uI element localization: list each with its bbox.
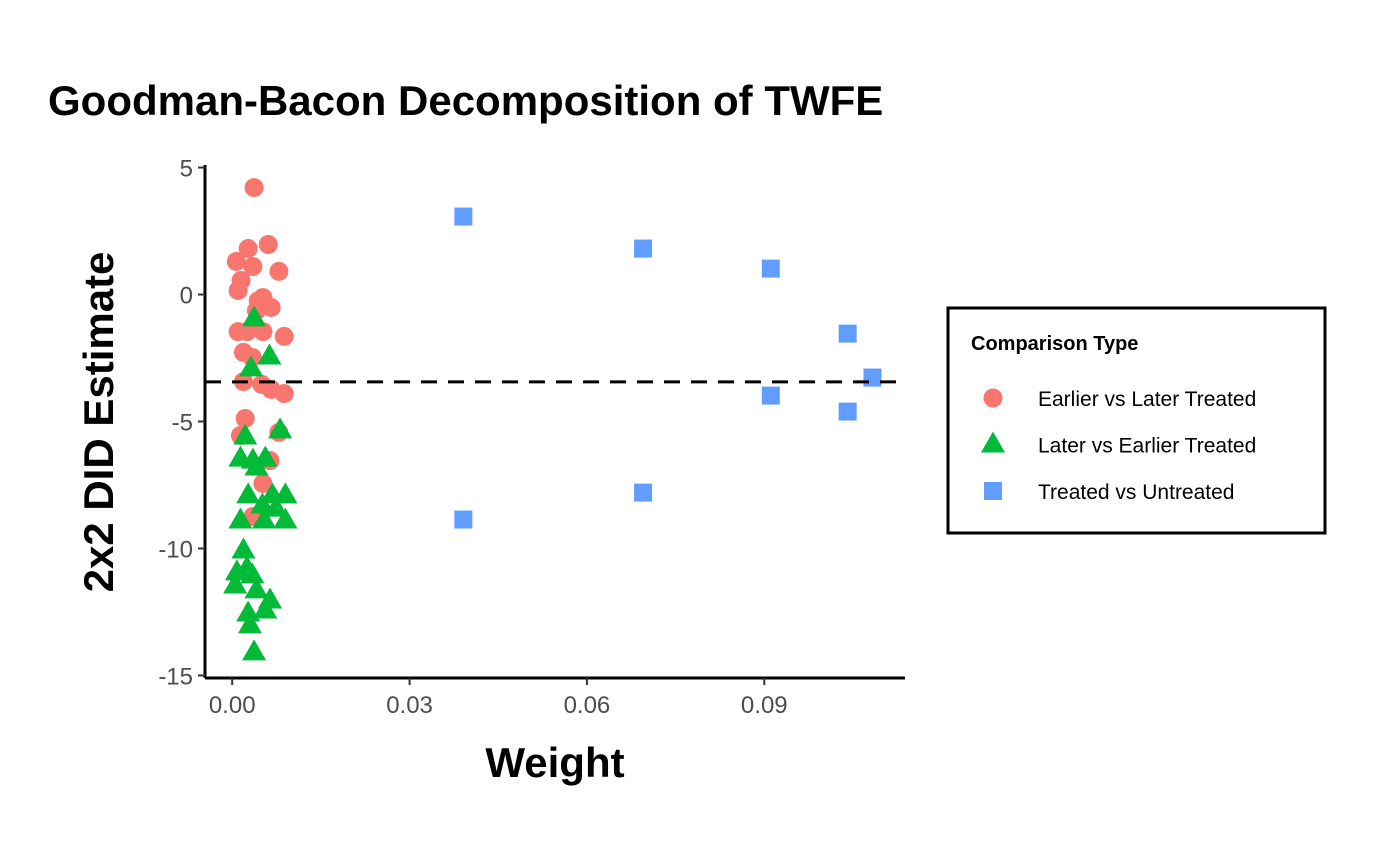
legend: Comparison Type Earlier vs Later Treated… <box>946 306 1327 535</box>
triangle-point <box>236 600 261 622</box>
legend-label: Later vs Earlier Treated <box>1038 435 1256 458</box>
square-point <box>634 239 653 258</box>
circle-point <box>258 234 278 254</box>
triangle-point <box>252 507 277 529</box>
x-tick-label: 0.06 <box>564 692 611 719</box>
triangle-point <box>231 537 256 559</box>
triangle-point <box>257 343 282 365</box>
legend-square-icon <box>984 482 1002 500</box>
triangle-point <box>268 417 293 439</box>
circle-point <box>269 261 289 281</box>
square-point <box>454 510 473 529</box>
triangle-point <box>228 507 253 529</box>
legend-circle-icon <box>983 388 1003 408</box>
triangle-point <box>239 355 264 377</box>
circle-point <box>238 239 258 259</box>
triangle-point <box>223 572 248 594</box>
triangle-point <box>273 482 298 504</box>
legend-item: Treated vs Untreated <box>984 481 1235 504</box>
legend-label: Earlier vs Later Treated <box>1038 388 1256 411</box>
circle-point <box>243 257 263 277</box>
circle-point <box>274 384 294 404</box>
circle-point <box>253 473 273 493</box>
x-tick-label: 0.09 <box>741 692 788 719</box>
y-tick-label: 0 <box>180 283 193 310</box>
square-point <box>863 368 882 387</box>
y-tick-label: -10 <box>158 536 193 563</box>
triangle-point <box>240 562 265 584</box>
circle-point <box>226 252 246 272</box>
square-point <box>454 207 473 226</box>
y-tick-label: 5 <box>180 156 193 183</box>
y-tick-label: -15 <box>158 663 193 690</box>
triangle-point <box>244 577 269 599</box>
y-axis-label: 2x2 DID Estimate <box>75 252 122 593</box>
triangle-point <box>224 559 249 581</box>
axes: 0.00 0.03 0.06 0.09 5 0 -5 -10 -15 <box>158 156 905 719</box>
legend-box <box>946 306 1327 535</box>
triangle-point <box>242 639 267 661</box>
plot-marks <box>205 178 905 661</box>
chart-title: Goodman-Bacon Decomposition of TWFE <box>48 77 883 124</box>
x-tick-label: 0.03 <box>386 692 433 719</box>
circle-point <box>274 326 294 346</box>
x-axis-label: Weight <box>485 739 624 786</box>
legend-item: Later vs Earlier Treated <box>981 431 1256 458</box>
circle-point <box>244 178 264 198</box>
circle-point <box>253 322 273 342</box>
triangle-point <box>244 454 269 476</box>
legend-item: Earlier vs Later Treated <box>983 388 1256 411</box>
circle-point <box>228 280 248 300</box>
square-point <box>761 259 780 278</box>
circle-point <box>235 408 255 428</box>
x-tick-label: 0.00 <box>209 692 256 719</box>
legend-title: Comparison Type <box>971 333 1138 355</box>
legend-label: Treated vs Untreated <box>1038 481 1235 504</box>
y-tick-label: -5 <box>172 410 193 437</box>
triangle-point <box>242 305 267 327</box>
triangle-point <box>233 423 258 445</box>
triangle-point <box>253 597 278 619</box>
square-point <box>838 324 857 343</box>
circle-point <box>261 297 281 317</box>
triangle-point <box>236 482 261 504</box>
triangle-point <box>250 492 275 514</box>
legend-triangle-icon <box>981 431 1005 453</box>
triangle-point <box>263 495 288 517</box>
triangle-point <box>273 507 298 529</box>
triangle-point <box>237 612 262 634</box>
square-point <box>838 402 857 421</box>
circle-point <box>237 322 257 342</box>
square-point <box>634 483 653 502</box>
square-point <box>761 386 780 405</box>
